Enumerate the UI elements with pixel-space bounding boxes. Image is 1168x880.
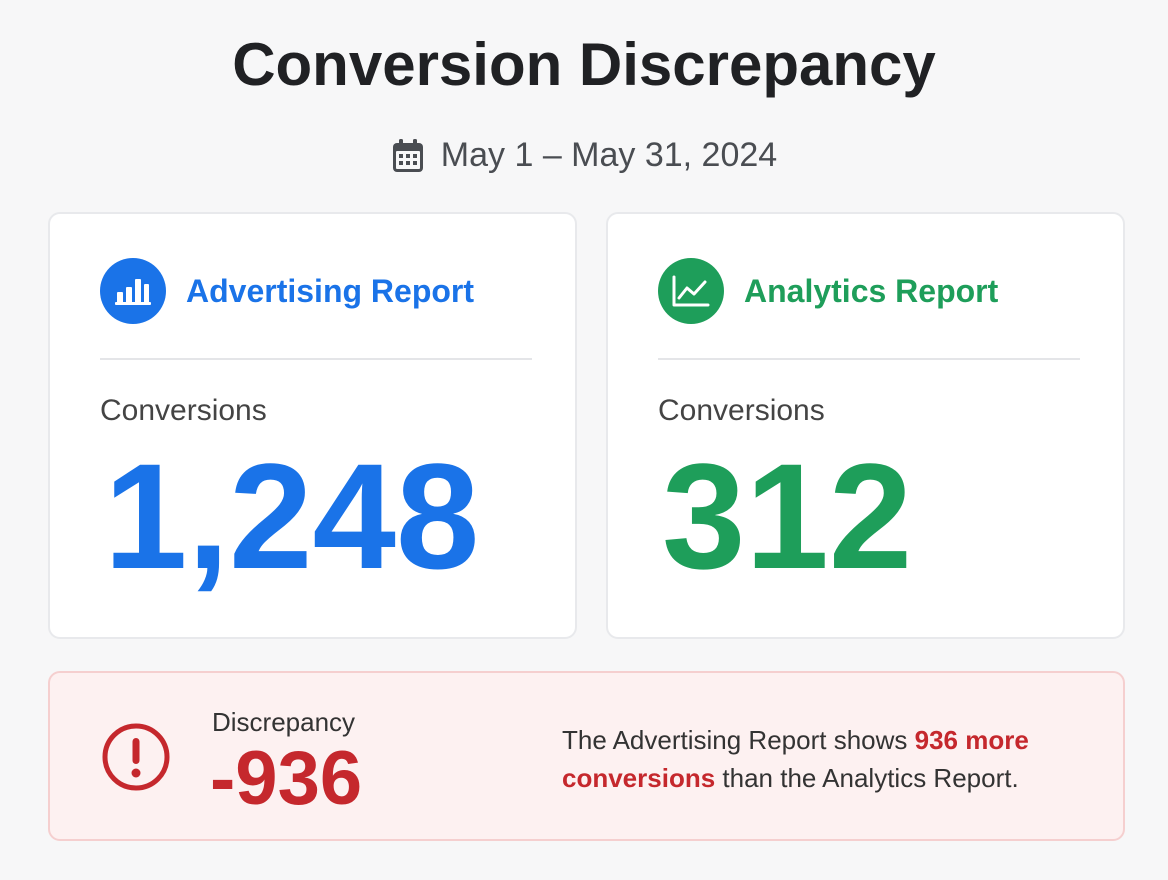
- advertising-conversions-label: Conversions: [100, 394, 267, 427]
- advertising-card-divider: [100, 358, 532, 360]
- analytics-report-card: Analytics Report Conversions 312: [606, 212, 1125, 639]
- alert-circle-icon: [100, 721, 172, 798]
- date-range: May 1 – May 31, 2024: [0, 136, 1168, 175]
- advertising-card-title: Advertising Report: [186, 272, 475, 309]
- bar-chart-icon: [100, 258, 166, 324]
- advertising-card-header: Advertising Report: [100, 258, 474, 324]
- line-chart-icon: [658, 258, 724, 324]
- analytics-conversions-value: 312: [662, 432, 913, 600]
- advertising-conversions-value: 1,248: [104, 432, 480, 600]
- discrepancy-message-prefix: The Advertising Report shows: [562, 725, 915, 755]
- discrepancy-label: Discrepancy: [212, 707, 356, 737]
- discrepancy-message-suffix: than the Analytics Report.: [715, 763, 1019, 793]
- analytics-card-header: Analytics Report: [658, 258, 998, 324]
- discrepancy-message: The Advertising Report shows 936 more co…: [562, 721, 1082, 797]
- calendar-icon: [391, 138, 425, 174]
- analytics-card-title: Analytics Report: [744, 272, 999, 309]
- page-title: Conversion Discrepancy: [232, 31, 936, 98]
- discrepancy-value: -936: [210, 736, 363, 821]
- date-range-text: May 1 – May 31, 2024: [440, 136, 778, 174]
- discrepancy-alert: Discrepancy -936 The Advertising Report …: [48, 671, 1125, 841]
- advertising-report-card: Advertising Report Conversions 1,248: [48, 212, 577, 639]
- analytics-card-divider: [658, 358, 1080, 360]
- discrepancy-message-highlight: 936 more conversions: [562, 725, 1029, 793]
- analytics-conversions-label: Conversions: [658, 394, 825, 427]
